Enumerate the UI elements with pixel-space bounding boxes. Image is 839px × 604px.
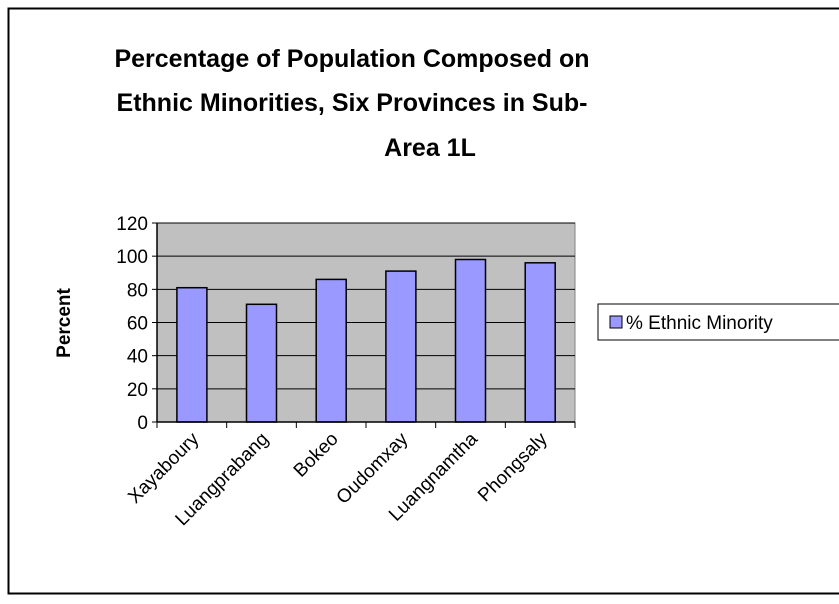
y-axis-label: Percent bbox=[54, 287, 75, 357]
chart-title-line-3: Area 1L bbox=[384, 134, 476, 162]
legend-label: % Ethnic Minority bbox=[626, 313, 773, 334]
legend-swatch bbox=[610, 316, 622, 328]
chart-title-line-1: Percentage of Population Composed on bbox=[114, 45, 589, 73]
bar bbox=[177, 288, 207, 422]
y-tick-label: 100 bbox=[116, 247, 148, 268]
y-tick-label: 120 bbox=[116, 214, 148, 235]
y-tick-label: 40 bbox=[127, 347, 148, 368]
bar bbox=[247, 304, 277, 422]
chart-title-line-2: Ethnic Minorities, Six Provinces in Sub- bbox=[117, 89, 588, 117]
y-tick-label: 0 bbox=[137, 413, 148, 434]
bar bbox=[525, 263, 555, 422]
y-tick-label: 20 bbox=[127, 380, 148, 401]
bar bbox=[456, 260, 486, 423]
legend: % Ethnic Minority bbox=[598, 304, 839, 340]
y-tick-label: 80 bbox=[127, 280, 148, 301]
y-tick-label: 60 bbox=[127, 314, 148, 335]
bar bbox=[316, 279, 346, 422]
bar bbox=[386, 271, 416, 422]
